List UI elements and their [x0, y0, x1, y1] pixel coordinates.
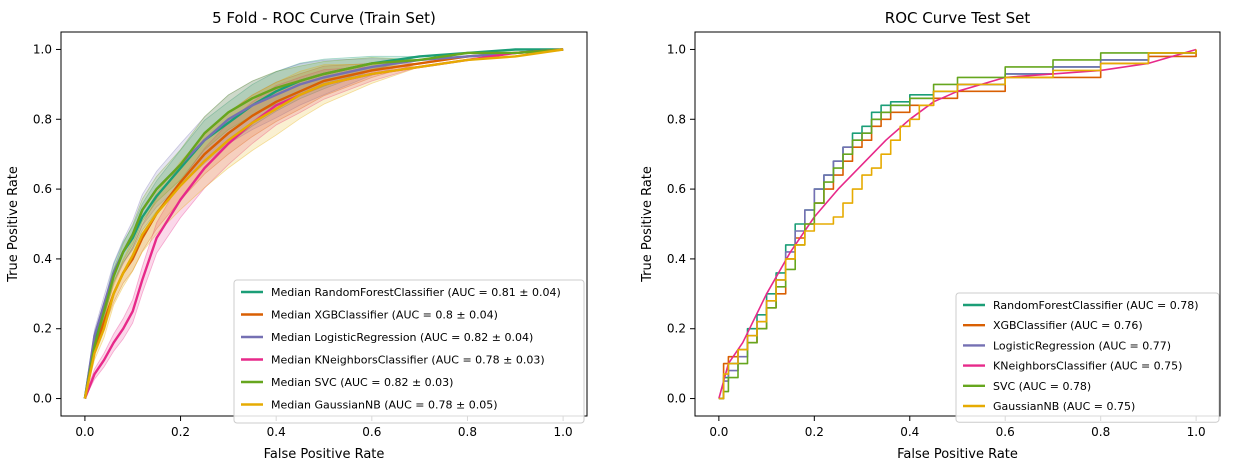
legend-entry: KNeighborsClassifier (AUC = 0.75) [993, 360, 1182, 373]
y-tick-label: 0.8 [667, 112, 686, 126]
chart-title: 5 Fold - ROC Curve (Train Set) [212, 9, 436, 27]
x-tick-label: 0.4 [267, 425, 286, 439]
x-tick-label: 0.6 [362, 425, 381, 439]
legend: RandomForestClassifier (AUC = 0.78) XGBCl… [955, 292, 1220, 423]
y-tick-label: 0.6 [33, 182, 52, 196]
series-line-6 [83, 48, 564, 399]
x-tick-label: 0.2 [171, 425, 190, 439]
y-tick-label: 0.4 [667, 252, 686, 266]
x-tick-label: 0.4 [900, 425, 919, 439]
x-axis-label: False Positive Rate [264, 447, 385, 462]
legend-entry: XGBClassifier (AUC = 0.76) [993, 319, 1143, 332]
y-tick-label: 0.8 [33, 112, 52, 126]
x-tick-label: 1.0 [1187, 425, 1206, 439]
series-line-5 [718, 49, 1197, 400]
chart-panel-2: 0.0 0.2 0.4 0.6 0.8 1.0 0.0 0.2 0.4 0.6 0.8 1.0 ROC … [640, 9, 1221, 462]
legend-entry: Median LogisticRegression (AUC = 0.82 ± … [271, 331, 533, 344]
x-tick-label: 0.2 [805, 425, 824, 439]
legend-entry: Median GaussianNB (AUC = 0.78 ± 0.05) [271, 399, 498, 412]
legend-box [233, 279, 585, 424]
y-axis-label: True Positive Rate [6, 166, 21, 283]
legend: Median RandomForestClassifier (AUC = 0.8… [233, 279, 585, 424]
x-tick-label: 0.6 [996, 425, 1015, 439]
series-line-6 [718, 49, 1197, 400]
legend-entry: Median KNeighborsClassifier (AUC = 0.78 … [271, 354, 545, 367]
legend-box [955, 292, 1220, 423]
legend-entry: LogisticRegression (AUC = 0.77) [993, 339, 1171, 352]
chart-panel-1: 0.0 0.2 0.4 0.6 0.8 1.0 0.0 0.2 0.4 0.6 0.8 1.0 5 Fo… [6, 9, 588, 462]
legend-entry: Median RandomForestClassifier (AUC = 0.8… [271, 286, 561, 299]
x-tick-label: 0.0 [709, 425, 728, 439]
x-tick-label: 0.8 [458, 425, 477, 439]
x-tick-label: 0.8 [1091, 425, 1110, 439]
legend-entry: GaussianNB (AUC = 0.75) [993, 400, 1135, 413]
y-axis-label: True Positive Rate [640, 166, 655, 283]
y-tick-label: 0.6 [667, 182, 686, 196]
series-line-5 [83, 48, 564, 399]
x-tick-label: 1.0 [554, 425, 573, 439]
y-tick-label: 0.2 [33, 322, 52, 336]
x-axis-label: False Positive Rate [897, 447, 1018, 462]
y-tick-label: 0.4 [33, 252, 52, 266]
legend-entry: RandomForestClassifier (AUC = 0.78) [993, 299, 1199, 312]
y-tick-label: 0.0 [667, 392, 686, 406]
y-tick-label: 0.0 [33, 392, 52, 406]
y-tick-label: 1.0 [33, 42, 52, 56]
y-tick-label: 1.0 [667, 42, 686, 56]
legend-entry: Median SVC (AUC = 0.82 ± 0.03) [271, 376, 453, 389]
x-tick-label: 0.0 [75, 425, 94, 439]
legend-entry: SVC (AUC = 0.78) [993, 380, 1091, 393]
legend-entry: Median XGBClassifier (AUC = 0.8 ± 0.04) [271, 309, 498, 322]
y-tick-label: 0.2 [667, 322, 686, 336]
chart-title: ROC Curve Test Set [885, 9, 1031, 27]
